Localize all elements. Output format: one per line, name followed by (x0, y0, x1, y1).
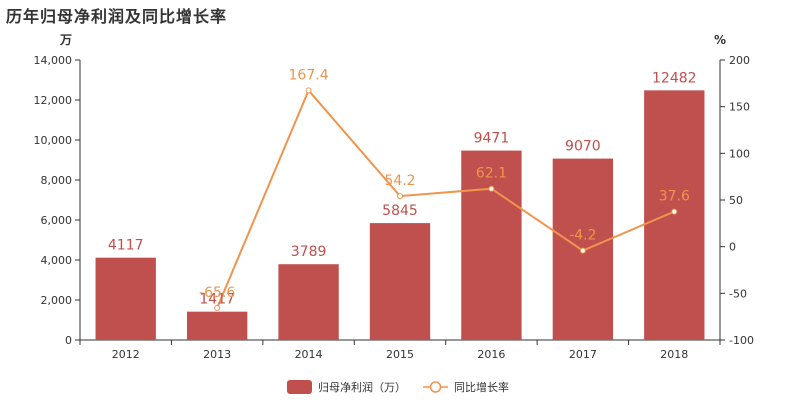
line-data-label: 167.4 (289, 67, 329, 83)
chart-title: 历年归母净利润及同比增长率 (6, 7, 228, 26)
bar-data-label: 5845 (382, 203, 418, 219)
legend-line-marker (429, 381, 442, 393)
left-tick-label: 10,000 (34, 134, 73, 147)
legend-line-label: 同比增长率 (454, 380, 509, 394)
bar (186, 311, 248, 340)
bar-data-label: 9070 (565, 139, 601, 155)
x-tick-label: 2012 (112, 348, 140, 361)
line-data-label: 54.2 (384, 173, 415, 189)
line-layer (214, 87, 678, 311)
right-tick-label: 200 (729, 54, 750, 67)
right-tick-label: 100 (729, 147, 750, 160)
line-point (397, 193, 403, 200)
line-data-label: 62.1 (476, 166, 507, 182)
left-tick-label: 12,000 (34, 94, 73, 107)
bar-data-label: 1417 (199, 292, 235, 308)
left-axis-unit: 万 (59, 33, 72, 47)
line-point (671, 208, 678, 215)
right-axis-unit: % (714, 33, 726, 47)
line-point (488, 185, 495, 192)
bar (95, 257, 156, 340)
left-tick-label: 2,000 (41, 294, 73, 307)
line-data-label: -65.6 (199, 285, 235, 301)
x-tick-label: 2017 (569, 348, 597, 361)
line-data-label: -4.2 (569, 228, 596, 244)
left-tick-label: 8,000 (41, 174, 73, 187)
legend-bar-label: 归母净利润（万） (318, 380, 406, 394)
bar-data-label: 12482 (652, 70, 697, 86)
line-data-label: 37.6 (659, 189, 690, 205)
right-tick-label: -50 (729, 287, 747, 300)
right-tick-label: -100 (729, 334, 754, 347)
bar (278, 264, 339, 340)
axes-layer: 万 % 0 2,000 4,000 6,000 8,000 10,000 12,000 14,00… (34, 33, 754, 361)
left-tick-label: 14,000 (34, 54, 73, 67)
x-tick-label: 2015 (386, 348, 414, 361)
right-tick-label: 150 (729, 101, 750, 114)
line-point (579, 247, 586, 254)
x-tick-label: 2016 (477, 348, 505, 361)
bar-data-label: 4117 (108, 238, 144, 254)
right-tick-label: 50 (729, 194, 743, 207)
left-tick-label: 0 (65, 334, 72, 347)
legend: 归母净利润（万） 同比增长率 (287, 380, 509, 394)
line-point (214, 304, 221, 311)
x-tick-label: 2013 (203, 348, 231, 361)
right-tick-label: 0 (729, 241, 736, 254)
left-tick-label: 6,000 (41, 214, 73, 227)
x-tick-label: 2018 (660, 348, 688, 361)
legend-bar-swatch (287, 380, 312, 394)
bar (644, 90, 705, 340)
bars-layer (95, 90, 705, 340)
bar (461, 150, 522, 340)
line-point (305, 87, 312, 94)
bar (369, 223, 431, 340)
left-tick-label: 4,000 (41, 254, 73, 267)
bar-data-label: 3789 (291, 244, 327, 260)
labels-layer: 4117 1417 3789 5845 9471 9070 12482 -65.6 167.4 5… (108, 67, 697, 307)
bar-data-label: 9471 (474, 131, 510, 147)
growth-rate-line (216, 88, 675, 309)
x-tick-label: 2014 (295, 348, 323, 361)
